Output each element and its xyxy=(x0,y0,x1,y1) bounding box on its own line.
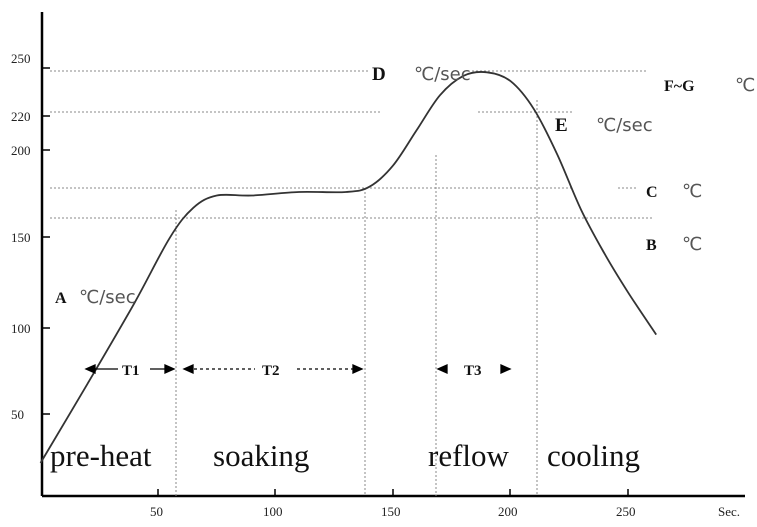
x-tick-label: 200 xyxy=(498,504,518,519)
interval-label-t2: T2 xyxy=(262,363,280,379)
annotation-d-unit: ℃/sec xyxy=(414,64,471,85)
x-tick-label: 50 xyxy=(150,504,163,519)
annotation-b-unit: ℃ xyxy=(682,234,702,255)
y-tick-marks xyxy=(42,67,50,415)
y-tick-label: 250 xyxy=(11,51,31,66)
annotation-d-letter: D xyxy=(372,64,386,85)
x-tick-label: 100 xyxy=(263,504,283,519)
x-axis-label: Sec. xyxy=(718,504,740,519)
x-tick-marks xyxy=(157,489,629,496)
phase-label-cooling: cooling xyxy=(547,438,640,473)
y-tick-label: 220 xyxy=(11,109,31,124)
phase-label-pre-heat: pre-heat xyxy=(50,438,152,473)
annotation-c-letter: C xyxy=(646,184,658,201)
x-tick-label: 150 xyxy=(381,504,401,519)
annotation-e-letter: E xyxy=(555,115,568,136)
x-tick-label: 250 xyxy=(616,504,636,519)
annotation-e-unit: ℃/sec xyxy=(596,115,653,136)
y-tick-label: 100 xyxy=(11,321,31,336)
annotation-a-unit: ℃/sec xyxy=(79,287,136,308)
annotation-a-letter: A xyxy=(55,290,67,307)
annotation-b-letter: B xyxy=(646,237,657,254)
interval-arrows xyxy=(84,363,512,375)
annotation-c-unit: ℃ xyxy=(682,181,702,202)
y-tick-label: 150 xyxy=(11,230,31,245)
y-tick-label: 200 xyxy=(11,143,31,158)
reference-lines-horizontal xyxy=(50,70,654,219)
interval-label-t3: T3 xyxy=(464,363,482,379)
phase-label-reflow: reflow xyxy=(428,438,510,473)
annotation-fg-unit: ℃ xyxy=(735,75,755,96)
interval-label-t1: T1 xyxy=(122,363,140,379)
annotation-fg-letter: F~G xyxy=(664,78,695,95)
phase-label-soaking: soaking xyxy=(213,438,309,473)
y-tick-label: 50 xyxy=(11,407,24,422)
temperature-profile-line xyxy=(39,71,657,464)
reference-lines-vertical xyxy=(175,100,538,496)
